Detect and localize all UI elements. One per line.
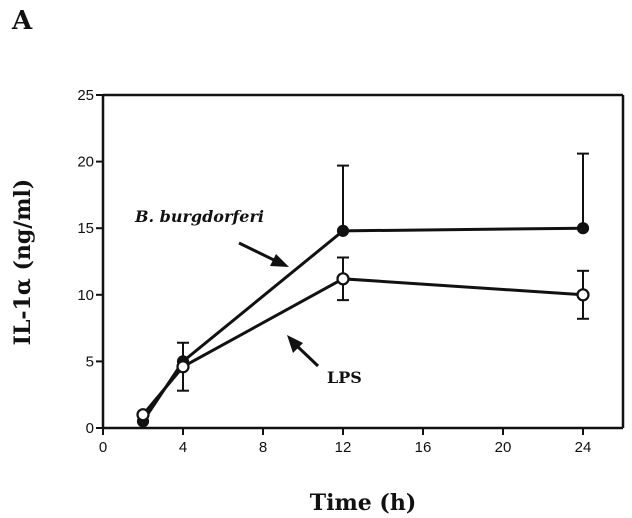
- y-axis-title: IL-1α (ng/ml): [10, 179, 36, 346]
- y-tick-label: 20: [77, 154, 94, 171]
- ticks: 0 4 8 12 16 20 24 0 5 10 15 20 25: [77, 87, 591, 456]
- x-tick-label: 24: [575, 439, 592, 456]
- y-tick-label: 10: [77, 287, 94, 304]
- series-group: [136, 152, 590, 428]
- y-tick-label: 25: [77, 87, 94, 104]
- x-tick-label: 8: [259, 439, 267, 456]
- x-axis-title: Time (h): [310, 490, 416, 516]
- data-point-b-burgdorferi: [576, 222, 590, 235]
- x-tick-label: 16: [415, 439, 432, 456]
- arrow-lps: [287, 335, 320, 368]
- axes: [101, 93, 625, 430]
- data-point-lps: [176, 360, 190, 374]
- x-tick-label: 12: [335, 439, 352, 456]
- x-tick-label: 4: [179, 439, 187, 456]
- y-tick-label: 5: [86, 353, 94, 370]
- annotations: B. burgdorferi LPS: [134, 207, 362, 387]
- data-point-lps: [576, 288, 590, 302]
- series-line-lps: [141, 277, 584, 416]
- panel-letter: A: [12, 6, 33, 36]
- data-point-lps: [136, 408, 150, 422]
- y-tick-label: 15: [77, 220, 94, 237]
- y-tick-label: 0: [86, 420, 94, 437]
- annotation-bburgdorferi: B. burgdorferi: [134, 207, 264, 226]
- arrow-bburgdorferi: [238, 241, 289, 267]
- data-point-lps: [336, 272, 350, 286]
- annotation-lps: LPS: [327, 368, 362, 387]
- data-point-b-burgdorferi: [336, 224, 350, 237]
- x-tick-label: 20: [495, 439, 512, 456]
- x-tick-label: 0: [99, 439, 107, 456]
- series-line-b-burgdorferi: [141, 226, 584, 423]
